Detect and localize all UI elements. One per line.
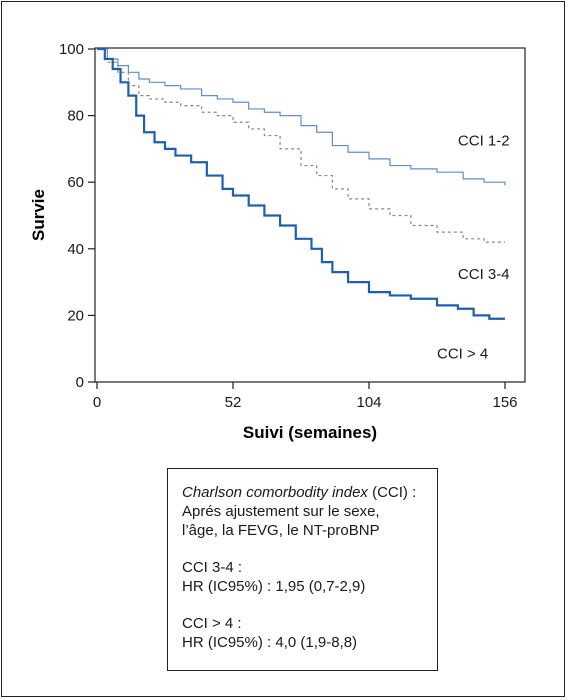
y-tick-label: 0 <box>76 374 84 391</box>
note-index-name: Charlson comorbodity index <box>182 484 368 501</box>
series-lines <box>97 47 506 320</box>
x-tick-label: 52 <box>225 394 242 411</box>
series-line-3 <box>97 47 505 320</box>
note-line-7: HR (IC95%) : 4,0 (1,9-8,8) <box>182 634 358 651</box>
series-line-2 <box>97 48 505 243</box>
series-label-2: CCI 3-4 <box>458 266 510 283</box>
y-axis-title: Survie <box>29 189 48 241</box>
y-tick-label: 100 <box>59 41 84 58</box>
y-tick-label: 80 <box>67 108 84 125</box>
y-tick-label: 60 <box>67 174 84 191</box>
axis-ticks: 0 52 104 156 0 20 40 60 80 100 <box>59 41 518 411</box>
series-label-3: CCI > 4 <box>437 346 488 363</box>
x-axis-title: Suivi (semaines) <box>243 423 377 442</box>
note-line-4: CCI 3-4 : <box>182 559 243 576</box>
note-index-abbr: (CCI) : <box>367 484 417 501</box>
note-line-1: Charlson comorbodity index (CCI) : <box>182 483 425 502</box>
model-note-box: Charlson comorbodity index (CCI) : Aprés… <box>167 468 438 671</box>
x-tick-label: 0 <box>93 394 101 411</box>
note-line-6: CCI > 4 : <box>182 615 242 632</box>
annotations: CCI 1-2 CCI 3-4 CCI > 4 <box>437 133 510 363</box>
y-tick-label: 40 <box>67 241 84 258</box>
note-line-2: Aprés ajustement sur le sexe, <box>182 503 380 520</box>
x-tick-label: 156 <box>492 394 517 411</box>
series-label-1: CCI 1-2 <box>458 133 510 150</box>
note-line-3: l’âge, la FEVG, le NT-proBNP <box>182 522 380 539</box>
note-line-5: HR (IC95%) : 1,95 (0,7-2,9) <box>182 578 366 595</box>
series-line-1 <box>97 48 506 186</box>
x-tick-label: 104 <box>356 394 381 411</box>
y-tick-label: 20 <box>67 307 84 324</box>
plot-area <box>94 47 526 383</box>
